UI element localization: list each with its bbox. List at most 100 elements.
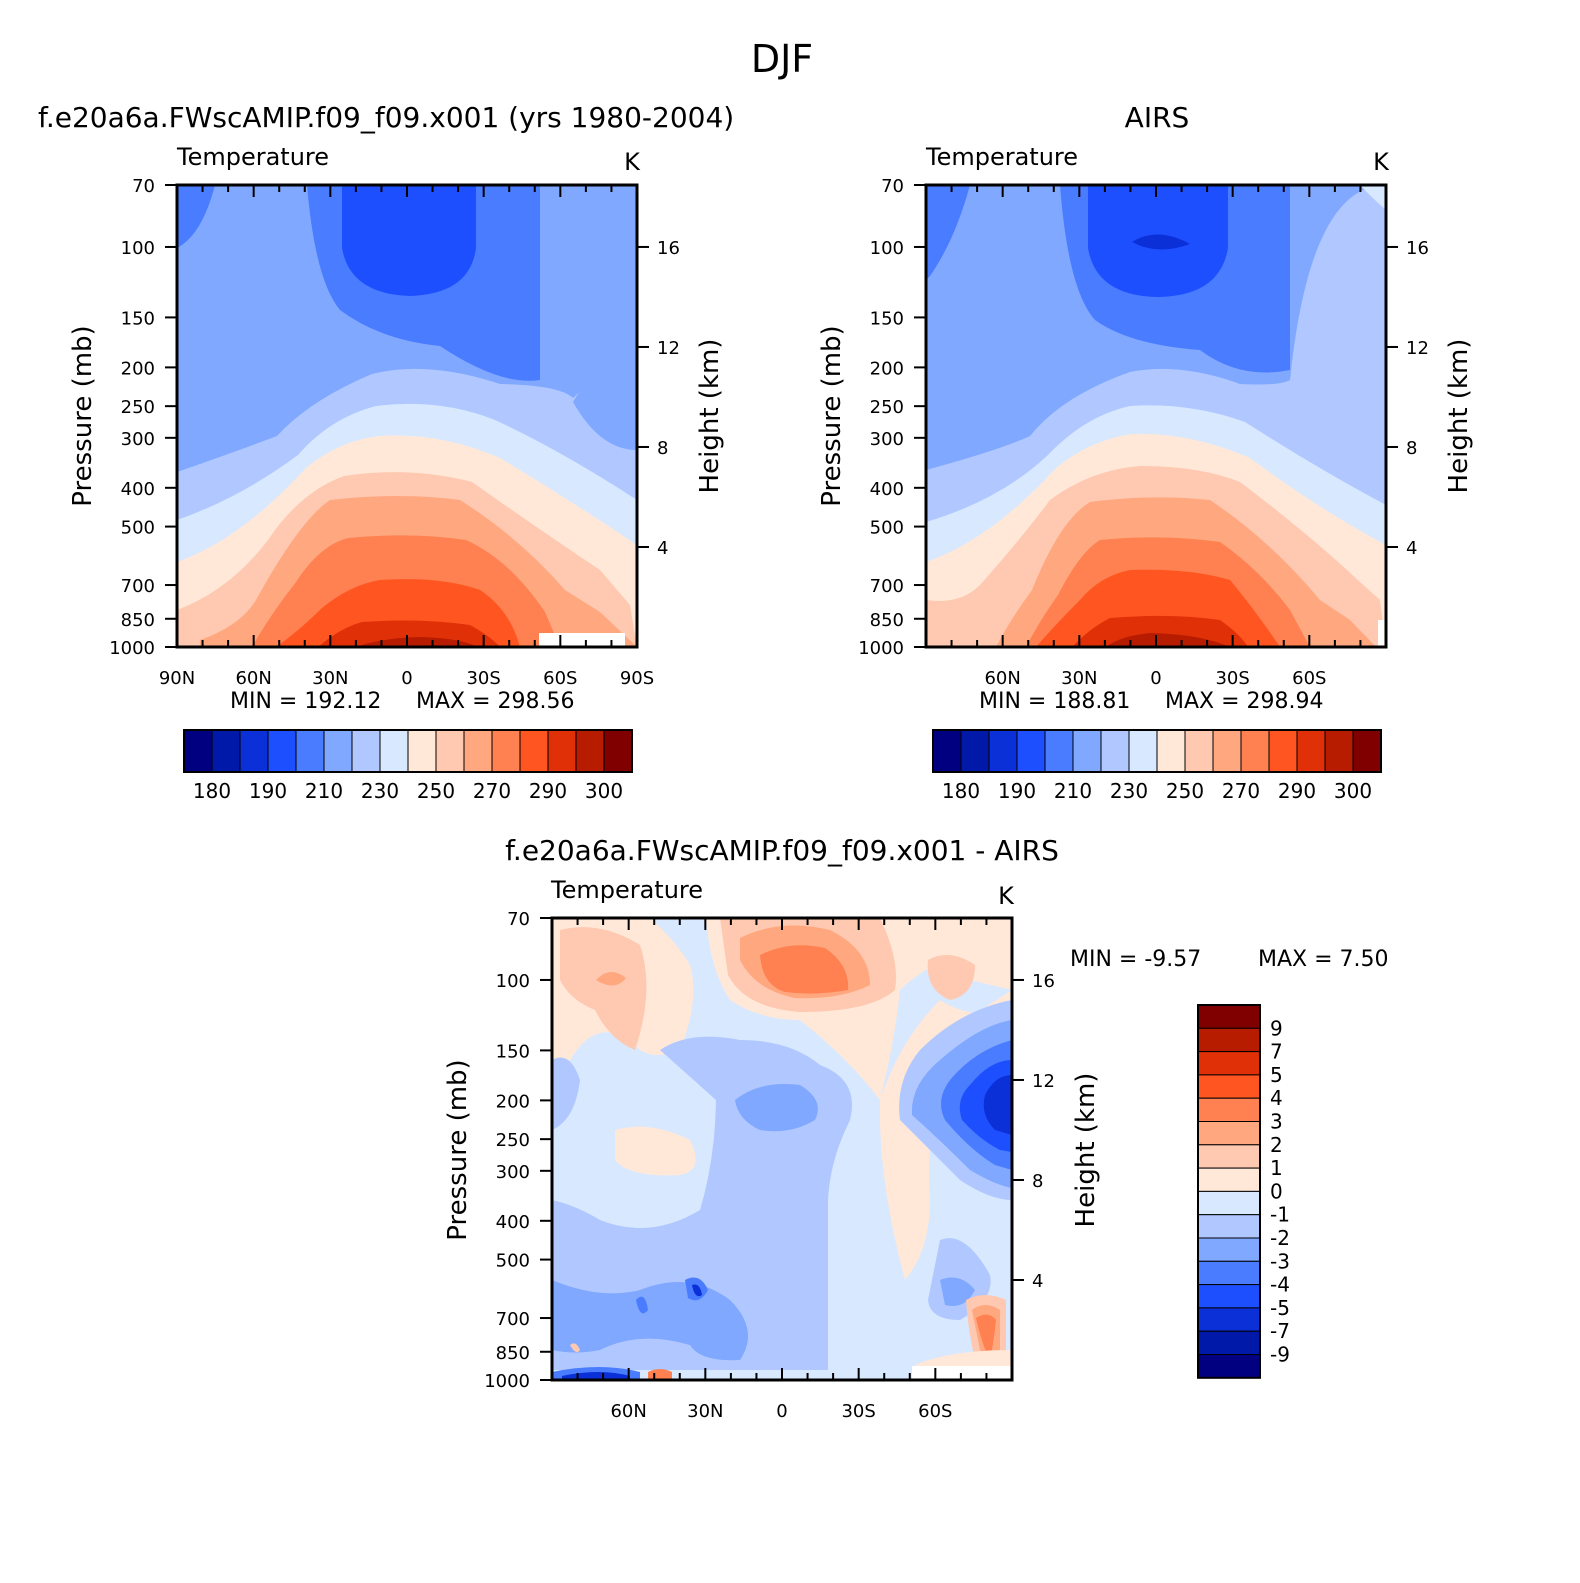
colorbar-swatch <box>1197 1004 1261 1029</box>
colorbar-label: 5 <box>1270 1063 1283 1087</box>
colorbar-label: 250 <box>1166 779 1204 803</box>
colorbar-swatch <box>1197 1190 1261 1216</box>
y-tick-label: 200 <box>121 358 155 379</box>
y-tick-label: 500 <box>870 518 904 539</box>
field-band <box>926 185 970 280</box>
y-tick-label: 500 <box>496 1251 530 1272</box>
colorbar-label: 190 <box>249 779 287 803</box>
field-band <box>636 1296 648 1314</box>
y-tick-label: 400 <box>870 479 904 500</box>
colorbar-swatch <box>267 729 297 773</box>
x-tick-label: 60S <box>1292 668 1326 689</box>
y-tick-label: 300 <box>870 429 904 450</box>
y2-tick-label: 8 <box>1406 438 1417 459</box>
colorbar-label: 290 <box>529 779 567 803</box>
colorbar-frame <box>183 729 633 773</box>
field-band <box>356 637 478 647</box>
colorbar-swatch <box>1197 1284 1261 1309</box>
x-tick-label: 90N <box>159 668 195 689</box>
field-band <box>940 1277 975 1306</box>
colorbar-label: 300 <box>1334 779 1372 803</box>
colorbar-swatch <box>1197 1144 1261 1169</box>
x-tick-label: 0 <box>776 1401 787 1422</box>
colorbar-swatch <box>379 729 409 773</box>
y-tick-label: 200 <box>870 358 904 379</box>
y-tick-label: 250 <box>121 397 155 418</box>
colorbar-swatch <box>547 729 577 773</box>
panel-model-field <box>177 185 637 647</box>
y2-tick-label: 4 <box>1406 538 1417 559</box>
colorbar-swatch <box>988 729 1018 773</box>
panel-diff-max: MAX = 7.50 <box>1258 947 1389 972</box>
y-tick-label: 1000 <box>109 638 155 659</box>
colorbar-swatch <box>1197 1167 1261 1192</box>
colorbar-swatch <box>211 729 241 773</box>
y2-tick-label: 16 <box>657 238 680 259</box>
colorbar-label: 3 <box>1270 1110 1283 1134</box>
colorbar-swatch <box>1324 729 1354 773</box>
colorbar-swatch <box>1156 729 1186 773</box>
colorbar-label: -9 <box>1270 1343 1290 1367</box>
colorbar-label: -7 <box>1270 1319 1290 1343</box>
colorbar-swatch <box>1197 1051 1261 1076</box>
x-tick-label: 60S <box>918 1401 952 1422</box>
y-tick-label: 100 <box>870 238 904 259</box>
y-tick-label: 100 <box>121 238 155 259</box>
panel-obs-field <box>926 185 1386 647</box>
field-band <box>927 955 975 1000</box>
colorbar-swatch <box>1197 1097 1261 1122</box>
colorbar-swatch <box>491 729 521 773</box>
panel-obs-units: K <box>1373 148 1390 176</box>
x-tick-label: 30S <box>841 1401 875 1422</box>
x-tick-label: 0 <box>401 668 412 689</box>
field-missing <box>912 1366 1012 1380</box>
colorbar-swatch <box>239 729 269 773</box>
panel-model-y2label: Height (km) <box>695 339 725 494</box>
field-band <box>1132 234 1190 250</box>
panel-model-variable: Temperature <box>176 143 329 171</box>
colorbar-swatch <box>1044 729 1074 773</box>
colorbar-label: 300 <box>585 779 623 803</box>
field-band <box>706 918 1012 1280</box>
panel-obs: AIRS Temperature K 70 100 150 200 250 300 400 5… <box>817 101 1474 803</box>
x-tick-label: 60S <box>543 668 577 689</box>
panel-diff-units: K <box>998 882 1015 910</box>
colorbar-swatch <box>435 729 465 773</box>
colorbar-label: 270 <box>1222 779 1260 803</box>
colorbar-swatch <box>960 729 990 773</box>
colorbar-swatch <box>1197 1214 1261 1239</box>
panel-model-colorbar: 180 190 210 230 250 270 290 300 <box>183 729 633 803</box>
colorbar-frame <box>932 729 1382 773</box>
field-band <box>552 1280 748 1361</box>
colorbar-frame <box>1197 1004 1261 1379</box>
y-tick-label: 400 <box>121 479 155 500</box>
panel-diff-variable: Temperature <box>550 876 703 904</box>
panel-obs-ylabel: Pressure (mb) <box>817 325 847 506</box>
colorbar-swatch <box>1016 729 1046 773</box>
page-title: DJF <box>751 37 813 81</box>
y-tick-label: 400 <box>496 1212 530 1233</box>
panel-diff-axes: 70 100 150 200 250 300 400 500 700 850 1000 16 12 8 4 6… <box>484 909 1055 1422</box>
field-missing <box>1378 620 1386 647</box>
y2-tick-label: 12 <box>657 338 680 359</box>
field-band <box>177 185 215 248</box>
field-band <box>570 1343 580 1353</box>
y2-tick-label: 16 <box>1406 238 1429 259</box>
panel-obs-variable: Temperature <box>925 143 1078 171</box>
colorbar-swatch <box>575 729 605 773</box>
colorbar-swatch <box>295 729 325 773</box>
y-tick-label: 1000 <box>858 638 904 659</box>
field-band <box>562 1372 630 1380</box>
colorbar-swatch <box>407 729 437 773</box>
panel-model-units: K <box>624 148 641 176</box>
panel-diff-field <box>552 918 1012 1380</box>
panel-diff: f.e20a6a.FWscAMIP.f09_f09.x001 - AIRS Te… <box>443 834 1389 1422</box>
y-tick-label: 100 <box>496 971 530 992</box>
field-band <box>1360 185 1386 210</box>
colorbar-label: -5 <box>1270 1296 1290 1320</box>
colorbar-swatch <box>519 729 549 773</box>
colorbar-swatch <box>1072 729 1102 773</box>
field-band <box>1106 633 1230 647</box>
colorbar-label: 2 <box>1270 1133 1283 1157</box>
